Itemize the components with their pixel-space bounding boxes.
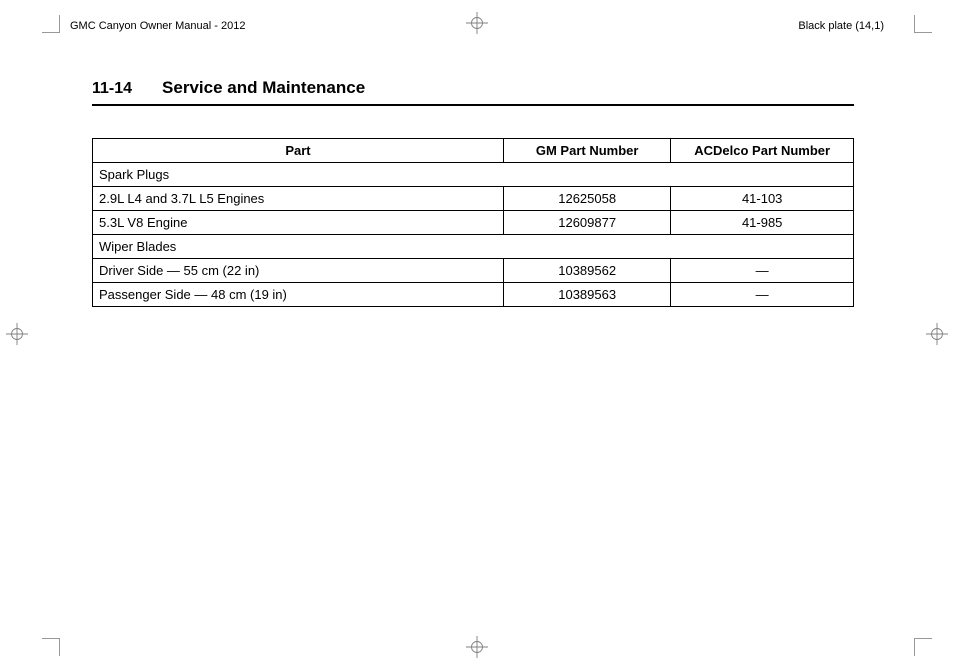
table-header-row: Part GM Part Number ACDelco Part Number (93, 139, 854, 163)
part-cell: Driver Side — 55 cm (22 in) (93, 259, 504, 283)
gm-cell: 10389562 (503, 259, 670, 283)
crop-mark (42, 638, 60, 656)
ac-cell: — (671, 283, 854, 307)
table-row: Driver Side — 55 cm (22 in) 10389562 — (93, 259, 854, 283)
plate-info: Black plate (14,1) (798, 20, 884, 32)
col-header-part: Part (93, 139, 504, 163)
part-cell: 5.3L V8 Engine (93, 211, 504, 235)
parts-table: Part GM Part Number ACDelco Part Number … (92, 138, 854, 307)
table-row: 2.9L L4 and 3.7L L5 Engines 12625058 41-… (93, 187, 854, 211)
ac-cell: 41-103 (671, 187, 854, 211)
part-cell: Passenger Side — 48 cm (19 in) (93, 283, 504, 307)
part-cell: 2.9L L4 and 3.7L L5 Engines (93, 187, 504, 211)
col-header-gm: GM Part Number (503, 139, 670, 163)
crop-mark (42, 15, 60, 33)
gm-cell: 12609877 (503, 211, 670, 235)
table-row: Spark Plugs (93, 163, 854, 187)
registration-mark-icon (926, 323, 948, 345)
ac-cell: 41-985 (671, 211, 854, 235)
gm-cell: 10389563 (503, 283, 670, 307)
gm-cell: 12625058 (503, 187, 670, 211)
table-row: Passenger Side — 48 cm (19 in) 10389563 … (93, 283, 854, 307)
category-cell: Spark Plugs (93, 163, 854, 187)
section-title: Service and Maintenance (162, 78, 365, 98)
ac-cell: — (671, 259, 854, 283)
table-row: 5.3L V8 Engine 12609877 41-985 (93, 211, 854, 235)
crop-mark (914, 15, 932, 33)
page-content: 11-14 Service and Maintenance Part GM Pa… (92, 78, 854, 307)
page-number: 11-14 (92, 80, 132, 98)
crop-mark (914, 638, 932, 656)
col-header-acdelco: ACDelco Part Number (671, 139, 854, 163)
registration-mark-icon (466, 636, 488, 658)
running-header: GMC Canyon Owner Manual - 2012 Black pla… (70, 20, 884, 32)
registration-mark-icon (6, 323, 28, 345)
table-row: Wiper Blades (93, 235, 854, 259)
doc-title: GMC Canyon Owner Manual - 2012 (70, 20, 245, 32)
section-header: 11-14 Service and Maintenance (92, 78, 854, 106)
category-cell: Wiper Blades (93, 235, 854, 259)
